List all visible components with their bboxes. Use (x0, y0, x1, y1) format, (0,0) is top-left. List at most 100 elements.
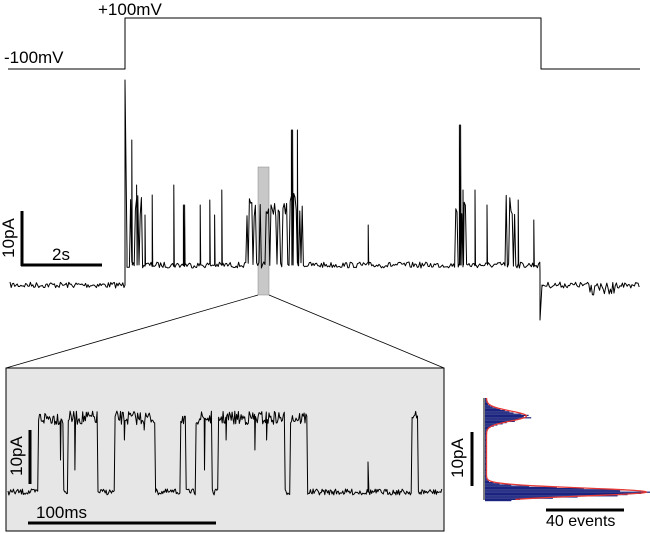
histogram-bar (485, 408, 501, 410)
histogram-bar (485, 470, 487, 472)
histogram-gaussian-fit (485, 398, 648, 501)
histogram-bar (485, 495, 618, 497)
histogram-bar (485, 450, 487, 452)
histogram-bar (485, 431, 487, 433)
histogram-bar (485, 446, 487, 448)
histogram-bar (485, 494, 628, 496)
amplitude-histogram: 10pA 40 events (448, 398, 650, 530)
zoom-connector-right (268, 294, 445, 369)
histogram-bar (485, 423, 503, 425)
histogram-bars (485, 398, 650, 502)
main-current-trace-panel: 10pA 2s (0, 79, 640, 321)
histogram-bar (485, 412, 514, 414)
histogram-bar (485, 449, 487, 451)
histogram-bar (485, 424, 498, 426)
histogram-bar (485, 414, 529, 416)
zoom-time-scalebar-label: 100ms (36, 503, 87, 522)
histogram-bar (485, 405, 491, 407)
histogram-bar (485, 476, 487, 478)
main-time-scalebar-label: 2s (52, 245, 70, 264)
histogram-bar (485, 438, 487, 440)
histogram-bar (485, 418, 519, 420)
zoom-panel-frame (5, 367, 445, 532)
histogram-bar (485, 461, 487, 463)
main-current-scalebar-label: 10pA (0, 217, 18, 257)
zoom-current-trace (7, 410, 443, 496)
voltage-protocol: -100mV +100mV (4, 0, 640, 70)
histogram-bar (485, 485, 530, 487)
histogram-bar (485, 425, 494, 427)
histogram-bar (485, 429, 488, 431)
voltage-step-trace (8, 17, 640, 70)
histogram-bar (485, 407, 498, 409)
histogram-bar (485, 500, 512, 502)
zoom-connector (5, 294, 445, 369)
histogram-bar (485, 430, 487, 432)
histogram-bar (485, 444, 487, 446)
histogram-bar (485, 486, 557, 488)
histogram-bar (485, 483, 500, 485)
histogram-bar (485, 492, 642, 494)
main-current-trace (9, 79, 640, 321)
histogram-bar (485, 413, 522, 415)
histogram-bar (485, 406, 493, 408)
histogram-bar (485, 420, 515, 422)
histogram-bar (485, 399, 487, 401)
holding-potential-label: -100mV (4, 48, 64, 67)
histogram-current-scalebar-label: 10pA (448, 437, 467, 477)
histogram-bar (485, 416, 524, 418)
histogram-bar (485, 482, 494, 484)
histogram-bar (485, 428, 489, 430)
histogram-bar (485, 401, 488, 403)
histogram-bar (485, 498, 520, 500)
histogram-bar (485, 434, 487, 436)
histogram-bar (485, 410, 506, 412)
histogram-bar (485, 484, 512, 486)
histogram-bar (485, 472, 487, 474)
histogram-bar (485, 477, 487, 479)
histogram-bar (485, 436, 487, 438)
histogram-count-scalebar-label: 40 events (546, 513, 615, 530)
zoom-connector-left (5, 294, 259, 369)
histogram-bar (485, 459, 487, 461)
histogram-bar (485, 468, 487, 470)
histogram-bar (485, 478, 488, 480)
histogram-bar (485, 443, 487, 445)
histogram-bar (485, 497, 553, 499)
histogram-bar (485, 456, 487, 458)
histogram-bar (485, 453, 487, 455)
step-potential-label: +100mV (98, 0, 162, 19)
histogram-bar (485, 488, 584, 490)
histogram-bar (485, 432, 487, 434)
histogram-bar (485, 467, 487, 469)
histogram-bar (485, 471, 487, 473)
histogram-bar (485, 400, 487, 402)
histogram-bar (485, 452, 487, 454)
histogram-bar (485, 491, 650, 493)
histogram-bar (485, 426, 491, 428)
histogram-bar (485, 398, 487, 400)
zoom-trace-panel: 10pA 100ms (5, 367, 445, 532)
histogram-bar (485, 489, 624, 491)
histogram-bar (485, 422, 507, 424)
histogram-bar (485, 460, 487, 462)
histogram-bar (485, 442, 487, 444)
histogram-bar (485, 404, 489, 406)
histogram-bar (485, 454, 487, 456)
histogram-bar (485, 402, 488, 404)
histogram-bar (485, 411, 510, 413)
histogram-bar (485, 480, 489, 482)
histogram-bar (485, 490, 620, 492)
histogram-bar (485, 417, 532, 419)
histogram-bar (485, 473, 487, 475)
histogram-bar (485, 496, 578, 498)
zoom-current-scalebar-label: 10pA (7, 435, 26, 475)
histogram-bar (485, 479, 488, 481)
histogram-bar (485, 441, 487, 443)
histogram-bar (485, 462, 487, 464)
histogram-bar (485, 466, 487, 468)
histogram-bar (485, 448, 487, 450)
histogram-bar (485, 419, 515, 421)
histogram-bar (485, 464, 487, 466)
